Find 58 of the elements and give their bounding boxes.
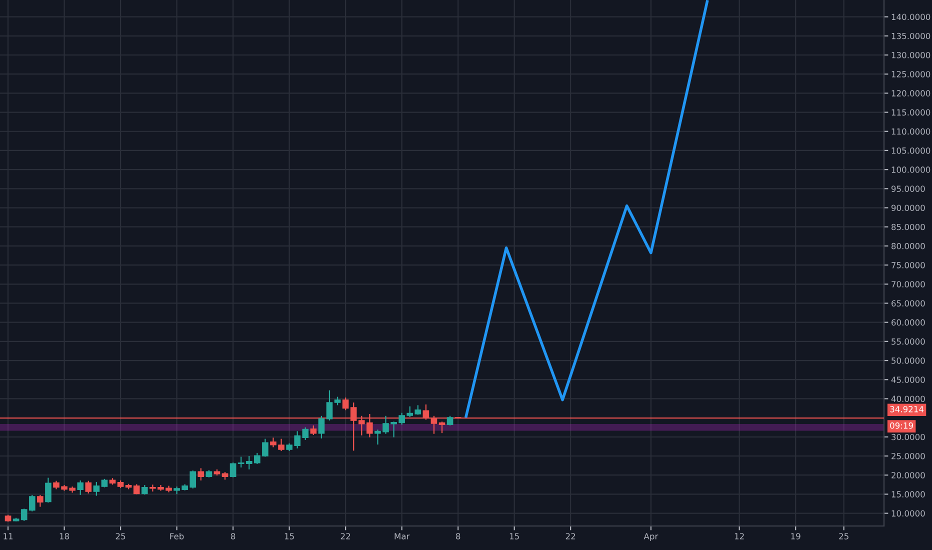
x-tick-label: 25 bbox=[839, 533, 848, 540]
y-tick-label: 130.0000 bbox=[892, 52, 930, 58]
x-tick-label: 18 bbox=[60, 533, 70, 540]
candlestick bbox=[310, 424, 317, 436]
x-tick-label: Feb bbox=[170, 532, 184, 540]
y-tick-label: 60.0000 bbox=[892, 319, 925, 326]
candlestick bbox=[342, 397, 349, 411]
candlestick bbox=[77, 480, 84, 496]
x-tick-label: Mar bbox=[394, 533, 410, 540]
candlestick bbox=[326, 390, 333, 422]
y-tick-label: 115.0000 bbox=[892, 109, 930, 116]
y-tick-label: 95.0000 bbox=[891, 186, 925, 192]
y-tick-label: 85.0000 bbox=[892, 224, 925, 230]
y-tick-label: 100.0000 bbox=[892, 166, 930, 173]
candlestick bbox=[45, 477, 52, 504]
y-tick-label: 30.0000 bbox=[892, 434, 925, 440]
x-tick-label: 11 bbox=[4, 533, 13, 540]
x-tick-label: 15 bbox=[510, 533, 519, 540]
x-tick-label: 22 bbox=[566, 533, 576, 540]
y-tick-label: 70.0000 bbox=[892, 281, 925, 288]
y-tick-label: 80.0000 bbox=[892, 242, 925, 250]
y-tick-label: 50.0000 bbox=[892, 358, 925, 364]
y-tick-label: 90.0000 bbox=[891, 204, 925, 212]
candlestick bbox=[230, 462, 236, 478]
x-tick-label: 12 bbox=[734, 533, 744, 540]
x-tick-label: 8 bbox=[230, 533, 236, 540]
y-tick-label: 105.0000 bbox=[892, 147, 930, 154]
y-tick-label: 135.0000 bbox=[892, 32, 930, 40]
y-tick-label: 120.0000 bbox=[892, 90, 930, 96]
candlestick bbox=[141, 484, 148, 496]
candlestick bbox=[318, 415, 325, 439]
x-tick-label: Apr bbox=[644, 533, 658, 542]
line-series bbox=[464, 0, 709, 418]
y-tick-label: 140.0000 bbox=[892, 14, 930, 20]
y-tick-label: 110.0000 bbox=[892, 128, 930, 135]
candlestick bbox=[198, 468, 204, 481]
y-tick-label: 40.0000 bbox=[891, 396, 925, 402]
x-tick-label: 25 bbox=[116, 533, 126, 540]
y-tick-label: 65.0000 bbox=[892, 300, 925, 307]
y-tick-label: 125.0000 bbox=[892, 71, 930, 78]
y-tick-label: 10.0000 bbox=[892, 510, 925, 517]
x-tick-label: 8 bbox=[456, 533, 460, 540]
y-tick-label: 45.0000 bbox=[891, 376, 925, 383]
x-tick-label: 19 bbox=[791, 533, 800, 540]
candlestick bbox=[438, 421, 446, 434]
x-tick-label: 22 bbox=[340, 533, 350, 540]
x-tick-label: 15 bbox=[284, 533, 294, 540]
candlestick bbox=[93, 481, 100, 496]
candlestick bbox=[85, 480, 92, 494]
text: 09:19 bbox=[890, 422, 913, 429]
candlestick bbox=[446, 415, 454, 426]
y-tick-label: 75.0000 bbox=[892, 262, 925, 268]
y-tick-label: 15.0000 bbox=[892, 491, 925, 498]
candlestick bbox=[37, 494, 44, 508]
y-tick-label: 55.0000 bbox=[892, 338, 925, 345]
ref-line-label: 34.9214 bbox=[890, 406, 924, 412]
y-tick-label: 25.0000 bbox=[892, 452, 925, 460]
y-tick-label: 20.0000 bbox=[892, 472, 925, 478]
